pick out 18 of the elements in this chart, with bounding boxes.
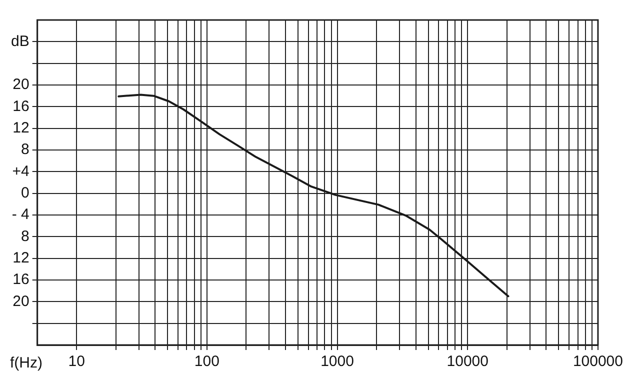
y-tick-label: 16 [12,98,30,115]
x-axis-title: f(Hz) [10,354,42,372]
y-tick-label: 12 [12,119,30,136]
x-tick-label: 100 [194,353,220,370]
y-tick-label: 8 [21,141,30,158]
y-tick-label: 12 [12,249,30,266]
x-tick-label: 100000 [572,353,624,370]
y-tick-label: 8 [21,228,30,245]
y-tick-label: 20 [12,76,30,94]
y-tick-label: - 4 [12,206,30,224]
y-tick-label: 20 [12,292,30,310]
y-tick-label: +4 [12,162,30,180]
x-tick-label: 10 [68,353,85,370]
y-tick-label: dB [10,32,30,50]
x-tick-label: 10000 [446,353,488,370]
y-tick-label: 16 [12,271,30,288]
x-tick-label: 1000 [320,353,354,370]
y-tick-label: 0 [21,184,30,202]
